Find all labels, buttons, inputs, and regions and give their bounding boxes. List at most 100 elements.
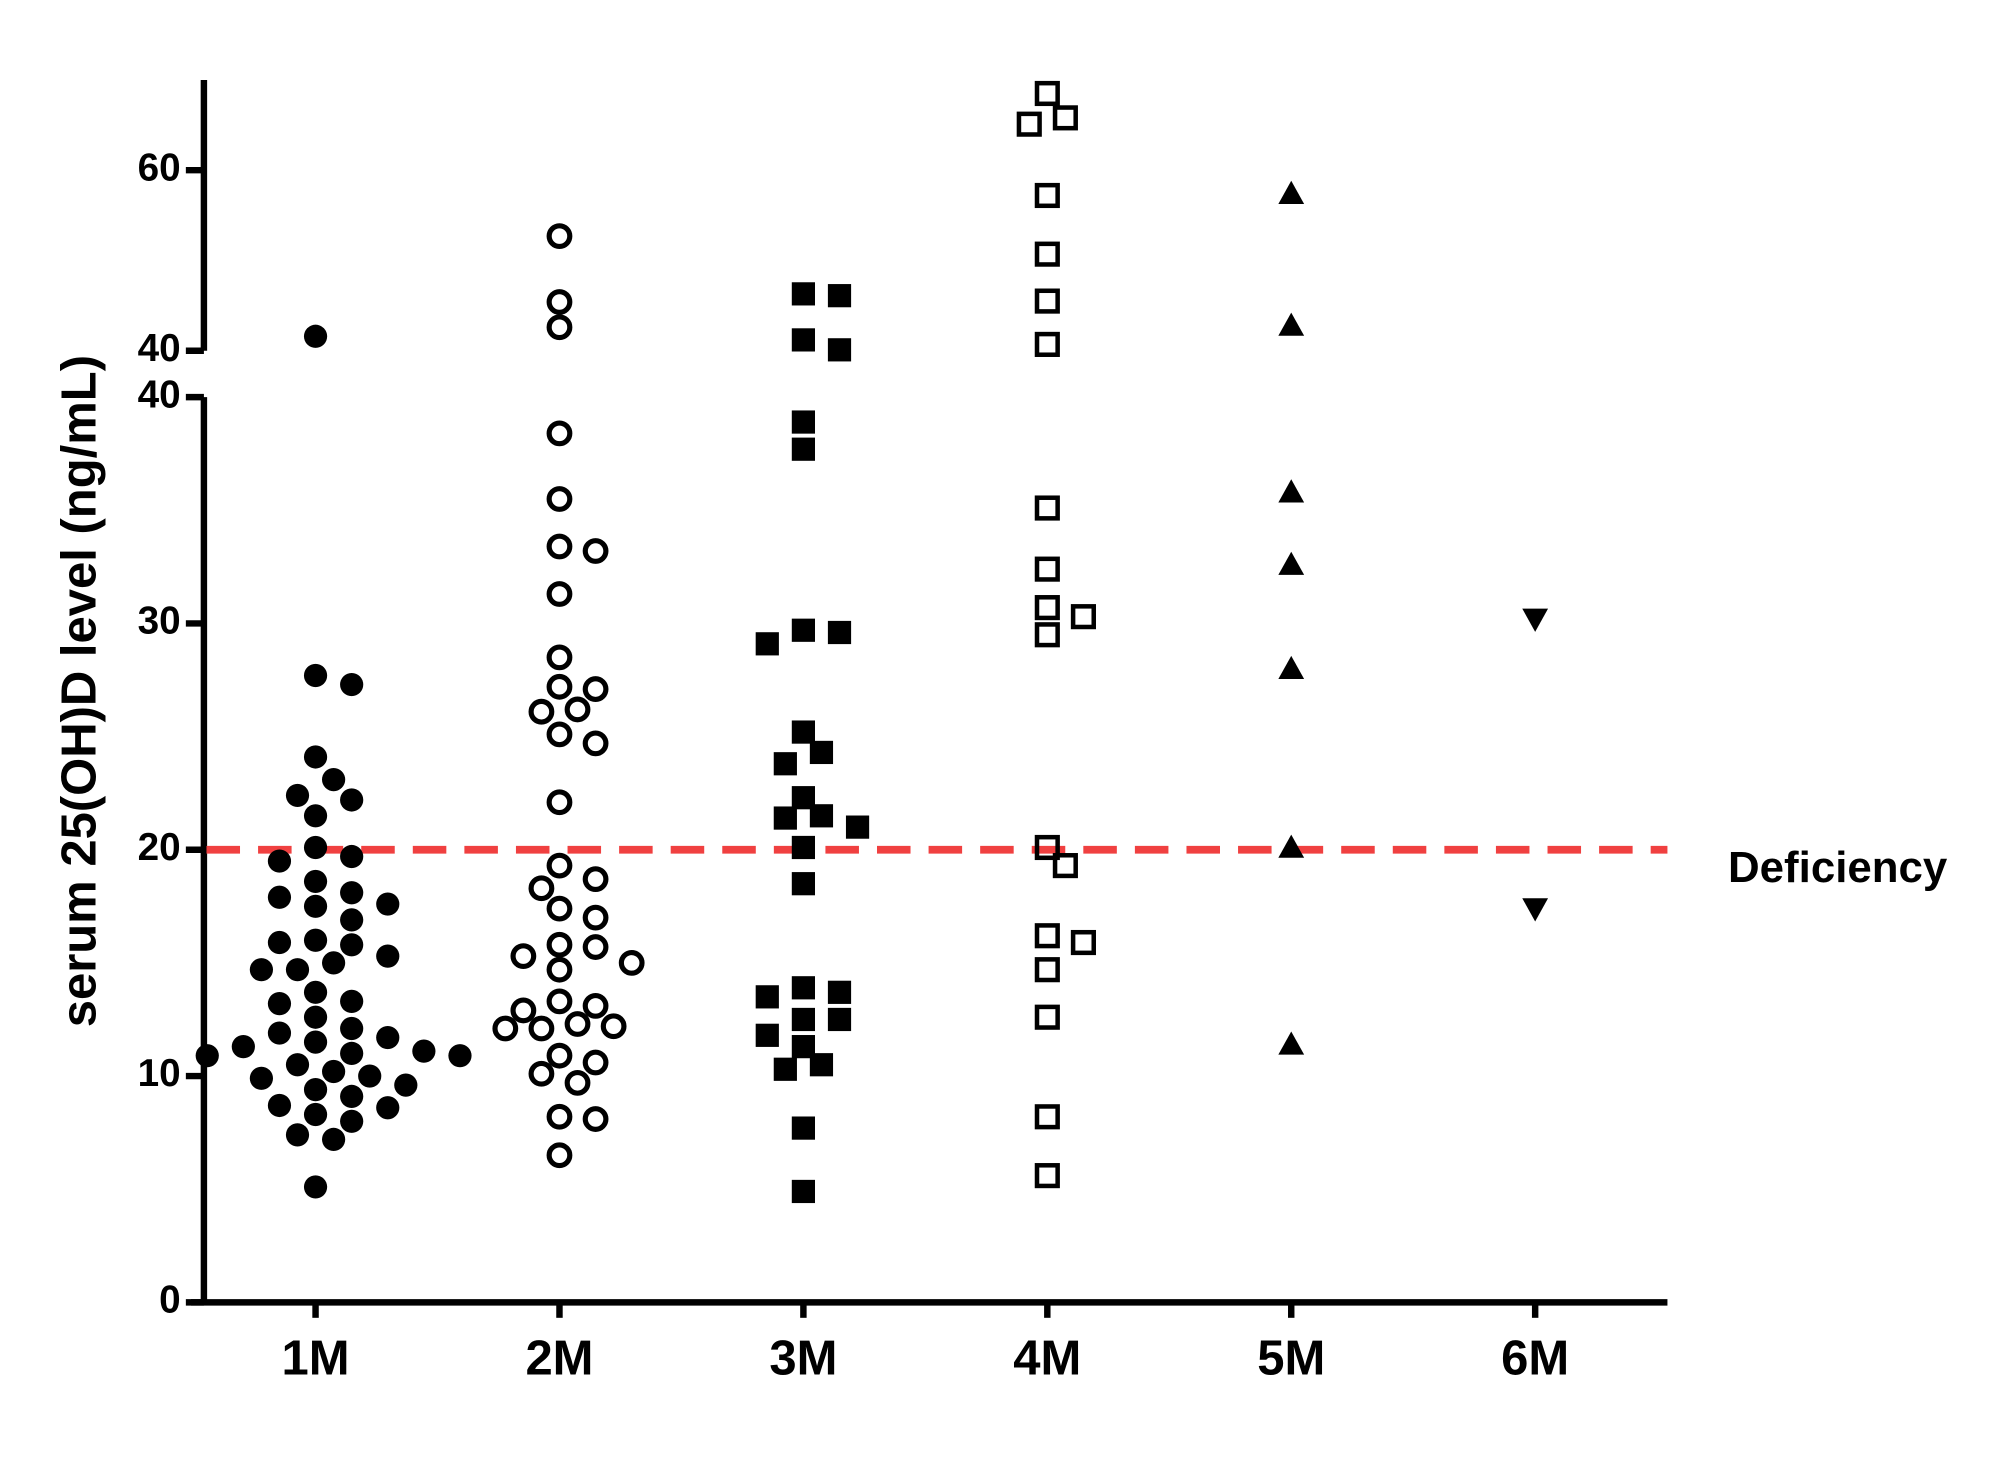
point bbox=[564, 1069, 591, 1096]
point bbox=[546, 895, 573, 922]
point bbox=[546, 581, 573, 607]
point bbox=[376, 892, 400, 916]
point bbox=[791, 437, 816, 461]
point bbox=[195, 1044, 219, 1068]
point bbox=[582, 538, 609, 564]
point bbox=[582, 1049, 609, 1076]
point bbox=[827, 980, 852, 1004]
point bbox=[1034, 595, 1060, 621]
point bbox=[791, 786, 816, 810]
point bbox=[582, 1106, 609, 1132]
point bbox=[546, 314, 573, 341]
point bbox=[303, 1102, 328, 1127]
point bbox=[773, 752, 797, 776]
point bbox=[791, 1035, 816, 1059]
y-tick-label: 30 bbox=[138, 600, 181, 643]
point bbox=[546, 721, 573, 748]
x-tick-label: 5M bbox=[1257, 1332, 1325, 1386]
point bbox=[1034, 1104, 1060, 1130]
reference-label: Deficiency bbox=[1728, 843, 1948, 892]
point bbox=[773, 806, 797, 830]
point bbox=[358, 1064, 382, 1088]
point bbox=[510, 997, 537, 1024]
point bbox=[546, 673, 573, 700]
point bbox=[285, 783, 310, 808]
point bbox=[303, 1005, 328, 1029]
point bbox=[755, 632, 779, 656]
point bbox=[340, 844, 364, 869]
point bbox=[827, 338, 852, 362]
y-axis-label: serum 25(OH)D level (ng/mL) bbox=[53, 355, 107, 1027]
point bbox=[528, 1060, 555, 1087]
point bbox=[1278, 655, 1305, 680]
point bbox=[340, 908, 364, 932]
point bbox=[322, 767, 346, 792]
point bbox=[303, 869, 328, 894]
point bbox=[249, 1066, 274, 1090]
point bbox=[809, 740, 834, 765]
point bbox=[322, 1059, 346, 1084]
point bbox=[791, 1007, 816, 1032]
point bbox=[340, 1084, 364, 1109]
point bbox=[564, 696, 591, 723]
point bbox=[546, 644, 573, 671]
point bbox=[809, 804, 834, 828]
point bbox=[1278, 1031, 1305, 1055]
point bbox=[1034, 241, 1060, 267]
point bbox=[267, 885, 292, 909]
point bbox=[600, 1013, 627, 1040]
point bbox=[340, 672, 364, 697]
point bbox=[1052, 853, 1078, 879]
point bbox=[303, 1078, 328, 1102]
point bbox=[412, 1039, 436, 1063]
y-tick-label: 0 bbox=[159, 1279, 181, 1322]
point bbox=[231, 1035, 255, 1059]
point bbox=[1034, 834, 1060, 861]
point bbox=[510, 943, 537, 970]
point bbox=[582, 992, 609, 1019]
point bbox=[546, 533, 573, 560]
point bbox=[618, 950, 645, 976]
point bbox=[528, 698, 555, 725]
point bbox=[546, 789, 573, 816]
point bbox=[582, 904, 609, 931]
point bbox=[376, 1025, 400, 1050]
point bbox=[1278, 180, 1305, 204]
point bbox=[1034, 80, 1060, 107]
point bbox=[791, 720, 816, 744]
point bbox=[546, 1142, 573, 1169]
point bbox=[546, 931, 573, 958]
point bbox=[546, 852, 573, 879]
y-tick-label: 40 bbox=[138, 373, 181, 416]
point bbox=[1034, 182, 1060, 209]
point bbox=[546, 1042, 573, 1069]
point bbox=[546, 486, 573, 512]
point bbox=[303, 980, 328, 1004]
point bbox=[791, 976, 816, 1000]
point bbox=[285, 1123, 310, 1147]
point bbox=[303, 1030, 328, 1054]
point bbox=[322, 1127, 346, 1152]
point bbox=[394, 1073, 418, 1097]
point bbox=[1052, 105, 1078, 131]
point bbox=[303, 324, 328, 348]
point bbox=[340, 1016, 364, 1041]
point bbox=[267, 849, 292, 873]
point bbox=[791, 872, 816, 896]
point bbox=[528, 1015, 555, 1042]
point bbox=[1016, 111, 1042, 137]
y-tick-label: 10 bbox=[138, 1052, 181, 1095]
point bbox=[1034, 1004, 1060, 1030]
point bbox=[303, 894, 328, 918]
point bbox=[1070, 929, 1096, 956]
y-tick-label: 40 bbox=[138, 327, 181, 370]
point bbox=[1522, 608, 1549, 632]
point bbox=[322, 951, 346, 975]
point bbox=[546, 223, 573, 249]
point bbox=[1034, 288, 1060, 314]
x-tick-label: 6M bbox=[1501, 1332, 1569, 1386]
point bbox=[448, 1044, 472, 1068]
point bbox=[376, 1096, 400, 1120]
point bbox=[340, 989, 364, 1013]
point bbox=[267, 1093, 292, 1118]
